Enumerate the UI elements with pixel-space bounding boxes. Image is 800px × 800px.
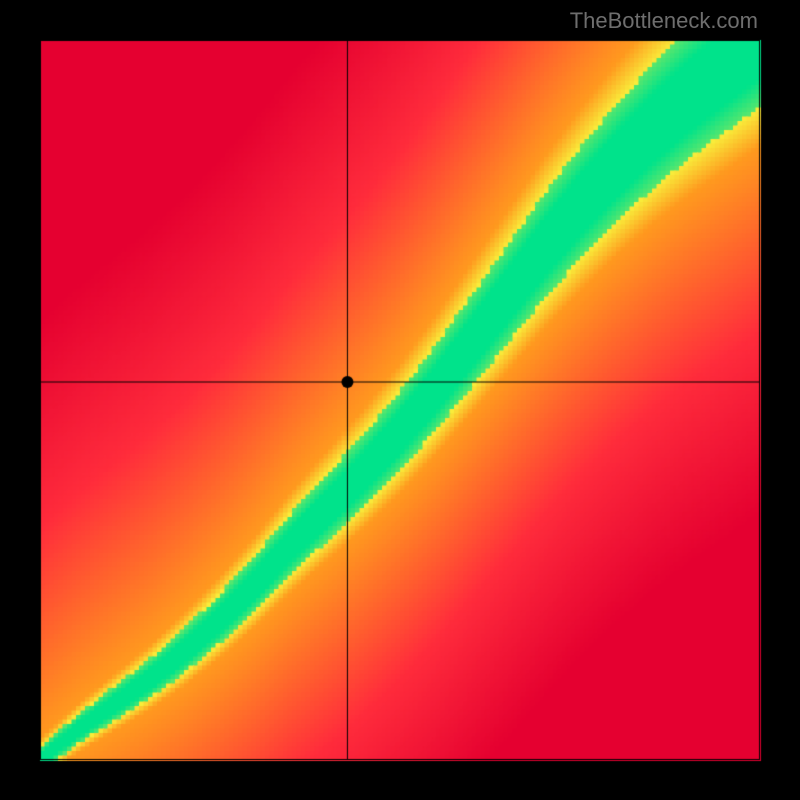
bottleneck-heatmap (0, 0, 800, 800)
watermark-text: TheBottleneck.com (570, 8, 758, 34)
chart-container: TheBottleneck.com (0, 0, 800, 800)
